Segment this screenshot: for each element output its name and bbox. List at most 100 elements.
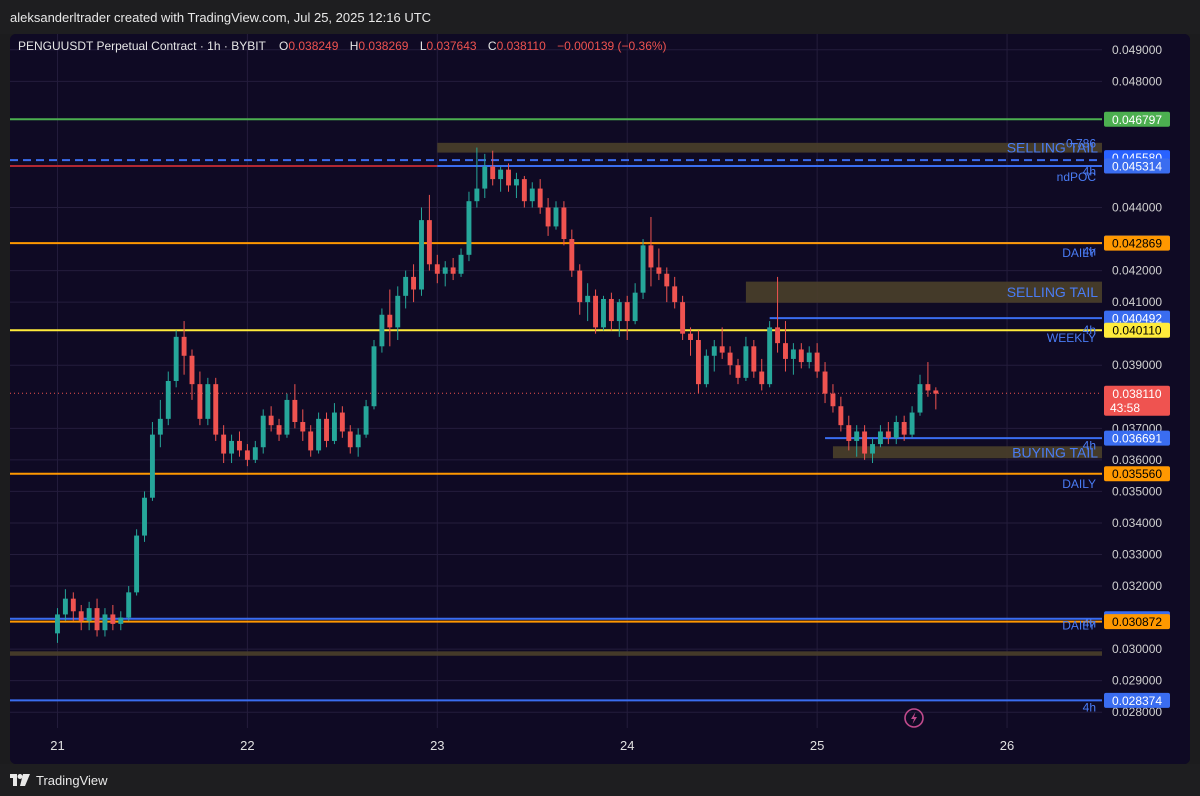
time-axis-label: 21 (50, 738, 64, 753)
candle-body (426, 220, 432, 265)
candle-body (244, 450, 250, 460)
candle-body (537, 188, 543, 208)
candle-body (458, 254, 464, 274)
candle-body (854, 431, 860, 441)
price-tag: 0.042869 (1112, 237, 1162, 251)
candle-body (862, 431, 868, 454)
candle-body (300, 422, 306, 432)
price-tag: 0.036691 (1112, 432, 1162, 446)
candle-body (316, 418, 322, 451)
candle-body (727, 352, 733, 366)
price-tag: 0.035560 (1112, 467, 1162, 481)
candle-body (149, 434, 155, 498)
candle-body (648, 245, 654, 268)
line-annotation: 4h (1083, 616, 1096, 630)
candle-body (229, 440, 235, 454)
time-axis-label: 25 (810, 738, 824, 753)
candle-body (189, 355, 195, 385)
candle-body (798, 349, 804, 363)
candle-body (759, 371, 765, 385)
candle-body (62, 598, 68, 615)
price-axis-label: 0.030000 (1112, 642, 1162, 656)
candle-body (237, 440, 242, 451)
candle-body (877, 431, 883, 445)
time-axis-label: 26 (1000, 738, 1014, 753)
candle-body (474, 188, 480, 202)
candle-body (252, 447, 258, 460)
candle-body (165, 381, 171, 419)
candlestick-chart[interactable]: SELLING TAIL SELLING TAIL BUYING TAIL 0.786… (10, 34, 1190, 764)
candle-body (577, 270, 583, 303)
line-annotation: 4h (1083, 165, 1096, 179)
candle-body (276, 425, 282, 435)
zone-label: BUYING TAIL (1012, 444, 1098, 460)
price-axis-label: 0.044000 (1112, 201, 1162, 215)
candle-body (387, 314, 393, 328)
candle-body (703, 355, 709, 385)
candle-body (363, 406, 369, 435)
candle-body (102, 614, 108, 631)
candle-body (695, 339, 701, 385)
price-axis-label: 0.028000 (1112, 705, 1162, 719)
line-annotation: 0.786 (1066, 136, 1096, 150)
price-tag: 0.045314 (1112, 160, 1162, 174)
price-lines (10, 118, 1102, 702)
price-tag: 0.046797 (1112, 113, 1162, 127)
candle-body (806, 352, 812, 363)
price-tag-bg (1104, 235, 1170, 251)
candle-body (442, 267, 448, 274)
candle-body (490, 166, 496, 180)
price-tag: 0.040110 (1112, 324, 1161, 338)
price-axis-label: 0.032000 (1112, 579, 1162, 593)
candle-body (411, 276, 417, 290)
zone-box (832, 446, 1102, 459)
current-price-tag: 0.038110 (1112, 387, 1161, 401)
candle-body (688, 333, 693, 340)
price-tag: 0.028374 (1112, 694, 1162, 708)
candle-body (134, 535, 140, 593)
chart-panel[interactable]: SELLING TAIL SELLING TAIL BUYING TAIL 0.786… (10, 34, 1190, 764)
candle-body (331, 412, 337, 441)
line-annotation: 4h (1083, 700, 1096, 714)
candle-body (593, 295, 599, 328)
candle-body (419, 220, 424, 290)
candle-body (347, 431, 353, 448)
price-axis-label: 0.048000 (1112, 74, 1162, 88)
zone-boxes (10, 142, 1103, 656)
candle-body (339, 412, 345, 432)
lightning-icon[interactable] (904, 708, 924, 728)
candle-body (775, 327, 781, 344)
candle-body (909, 412, 915, 435)
candle-body (506, 169, 511, 186)
candle-body (434, 264, 440, 274)
footer-bar: TradingView (0, 764, 1200, 796)
candle-body (925, 384, 931, 391)
legend: PENGUUSDT Perpetual Contract · 1h · BYBI… (18, 39, 667, 53)
current-price-tag-countdown: 43:58 (1110, 401, 1140, 415)
price-tag-bg (1104, 158, 1170, 174)
candle-body (529, 188, 535, 202)
line-annotation: 4h (1083, 438, 1096, 452)
candle-body (260, 415, 266, 448)
candle-body (126, 592, 132, 618)
candle-body (395, 295, 401, 328)
price-axis-label: 0.029000 (1112, 674, 1162, 688)
price-tags: 0.0467970.0455800.0453170.0453140.042875… (1104, 111, 1170, 708)
price-tag: 0.030872 (1112, 615, 1162, 629)
candle-body (205, 384, 211, 419)
candle-body (78, 611, 84, 621)
candle-body (830, 393, 836, 407)
candle-body (624, 302, 630, 322)
line-annotations: SELLING TAIL SELLING TAIL BUYING TAIL 0.786… (1007, 136, 1099, 714)
candle-body (933, 390, 939, 394)
line-annotation: DAILY (1062, 618, 1096, 632)
candle-body (711, 346, 717, 356)
candle-body (767, 327, 773, 385)
legend-close-value: 0.038110 (497, 39, 546, 53)
candle-body (901, 422, 907, 435)
legend-high-value: 0.038269 (358, 39, 408, 53)
candle-body (513, 179, 519, 186)
candle-body (466, 201, 472, 255)
zone-box (745, 281, 1102, 303)
price-axis-label: 0.041000 (1112, 295, 1162, 309)
